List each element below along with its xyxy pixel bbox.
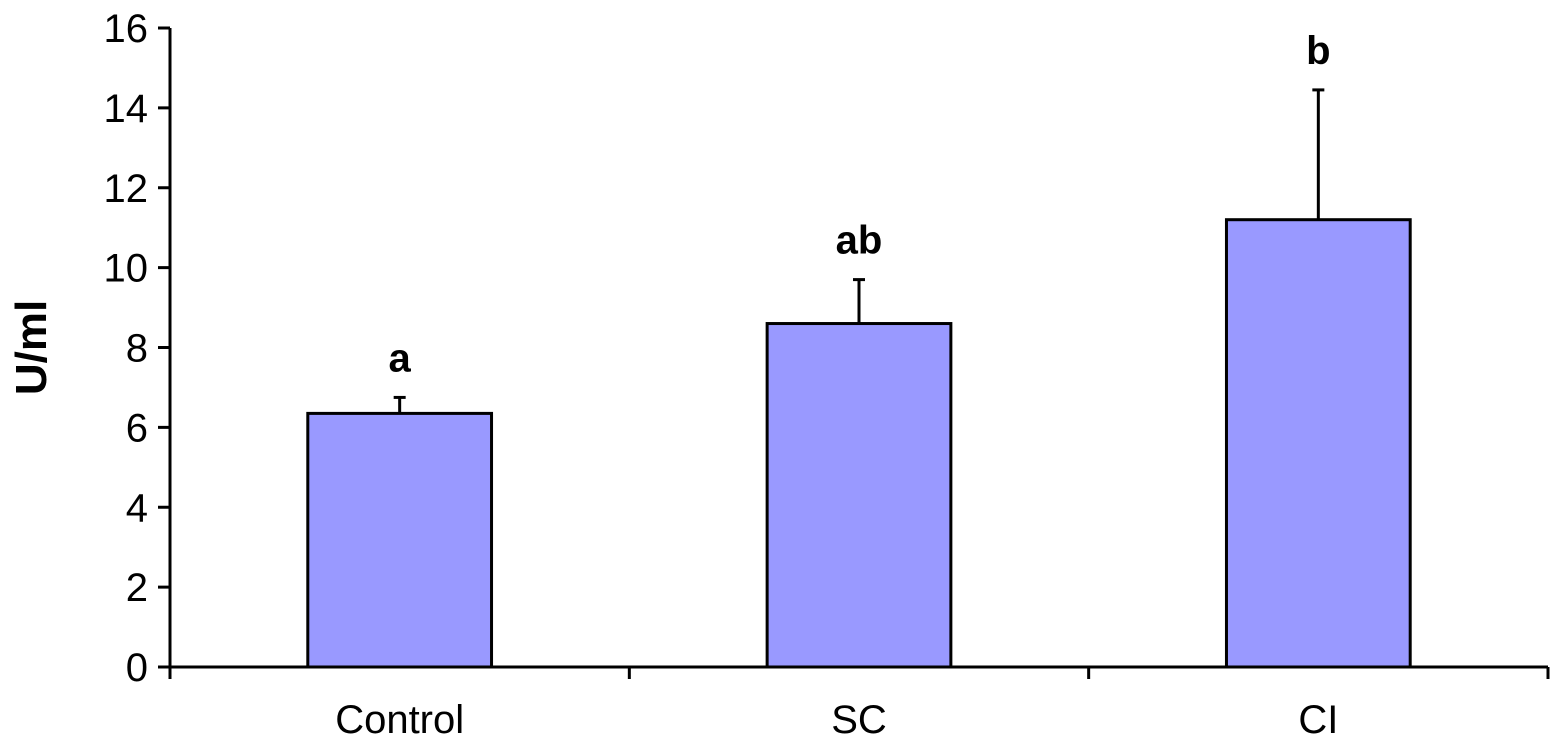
significance-label: b: [1306, 29, 1330, 73]
y-axis-ticks: 0 2 4 6 8 10 12 14 16: [104, 7, 170, 690]
y-tick-label: 10: [104, 247, 149, 291]
y-axis-label: U/ml: [7, 300, 56, 395]
bars: a ab b: [306, 29, 1412, 669]
x-axis-ticks: Control SC CI: [168, 667, 1550, 742]
y-tick-label: 16: [104, 7, 149, 51]
significance-label: ab: [836, 219, 883, 263]
y-tick-label: 2: [126, 566, 148, 610]
y-tick-label: 12: [104, 167, 149, 211]
x-tick-label: CI: [1298, 698, 1338, 742]
y-tick-label: 14: [104, 87, 149, 131]
x-tick-label: Control: [335, 698, 464, 742]
x-tick-label: SC: [831, 698, 887, 742]
y-tick-label: 0: [126, 646, 148, 690]
y-tick-label: 6: [126, 406, 148, 450]
y-tick-label: 8: [126, 327, 148, 371]
bar: [306, 411, 494, 669]
bar: [1224, 218, 1412, 669]
significance-label: a: [389, 336, 412, 380]
bar: [765, 322, 953, 669]
y-tick-label: 4: [126, 486, 148, 530]
